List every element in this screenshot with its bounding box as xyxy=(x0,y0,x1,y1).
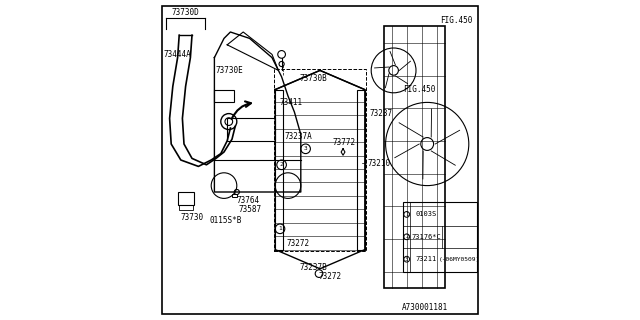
Text: 73237: 73237 xyxy=(370,109,393,118)
Text: 3: 3 xyxy=(304,146,307,151)
Bar xyxy=(274,69,367,251)
Text: 73730: 73730 xyxy=(180,213,204,222)
Text: 0115S*B: 0115S*B xyxy=(209,216,242,225)
Text: 1: 1 xyxy=(278,226,282,231)
Text: 73237B: 73237B xyxy=(300,263,327,272)
Text: 2: 2 xyxy=(405,234,408,239)
Text: FIG.450: FIG.450 xyxy=(440,16,472,25)
Text: 73272: 73272 xyxy=(287,239,310,248)
Text: 73730E: 73730E xyxy=(216,66,244,75)
Text: 73176*C: 73176*C xyxy=(411,234,441,240)
Text: 2: 2 xyxy=(280,162,284,167)
Text: 73237A: 73237A xyxy=(285,132,312,140)
Text: (-06MY0509): (-06MY0509) xyxy=(438,257,480,262)
Text: FIG.450: FIG.450 xyxy=(403,85,436,94)
Text: A730001181: A730001181 xyxy=(402,303,448,312)
Text: 73730D: 73730D xyxy=(172,8,200,17)
Text: 73772: 73772 xyxy=(332,138,356,147)
Text: 73730B: 73730B xyxy=(300,74,327,83)
Text: 73444A: 73444A xyxy=(163,50,191,59)
Bar xyxy=(227,118,275,141)
Bar xyxy=(232,194,237,197)
Text: 73764: 73764 xyxy=(237,196,260,204)
Bar xyxy=(179,205,193,210)
Text: 73587: 73587 xyxy=(239,205,262,214)
Bar xyxy=(214,90,234,102)
Text: 73411: 73411 xyxy=(280,98,303,107)
Bar xyxy=(403,202,477,272)
Bar xyxy=(357,90,365,250)
Text: 73211: 73211 xyxy=(415,256,436,262)
Bar xyxy=(275,90,283,250)
Bar xyxy=(384,26,445,288)
Text: 73210: 73210 xyxy=(367,159,390,168)
Bar xyxy=(178,192,193,205)
Text: 1: 1 xyxy=(405,212,408,217)
Text: 73272: 73272 xyxy=(319,272,342,281)
Text: 0103S: 0103S xyxy=(415,212,436,217)
Text: 3: 3 xyxy=(405,257,408,262)
